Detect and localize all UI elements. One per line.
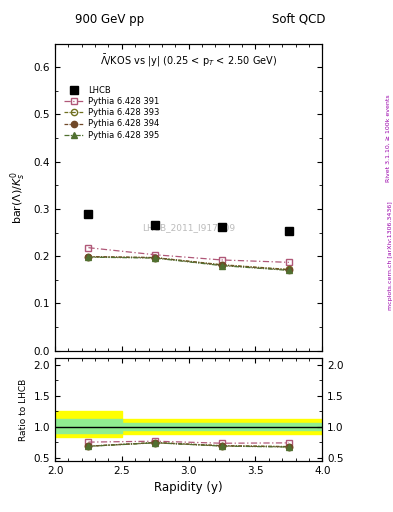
LHCB <box>86 210 91 217</box>
Pythia 6.428 391 <box>153 252 158 258</box>
LHCB <box>286 228 291 234</box>
Line: LHCB: LHCB <box>84 209 293 236</box>
Pythia 6.428 391 <box>86 245 91 251</box>
Legend: LHCB, Pythia 6.428 391, Pythia 6.428 393, Pythia 6.428 394, Pythia 6.428 395: LHCB, Pythia 6.428 391, Pythia 6.428 393… <box>62 84 161 141</box>
Pythia 6.428 394 <box>153 254 158 261</box>
Pythia 6.428 391 <box>220 257 224 263</box>
Text: mcplots.cern.ch [arXiv:1306.3436]: mcplots.cern.ch [arXiv:1306.3436] <box>387 202 393 310</box>
Text: 900 GeV pp: 900 GeV pp <box>75 13 145 26</box>
X-axis label: Rapidity (y): Rapidity (y) <box>154 481 223 494</box>
Pythia 6.428 393 <box>86 253 91 260</box>
Line: Pythia 6.428 393: Pythia 6.428 393 <box>85 253 292 272</box>
Pythia 6.428 391 <box>286 259 291 265</box>
Line: Pythia 6.428 394: Pythia 6.428 394 <box>85 253 292 273</box>
Pythia 6.428 394 <box>220 262 224 268</box>
Text: Rivet 3.1.10, ≥ 100k events: Rivet 3.1.10, ≥ 100k events <box>386 94 391 182</box>
LHCB <box>220 224 224 230</box>
Line: Pythia 6.428 391: Pythia 6.428 391 <box>85 245 292 265</box>
Pythia 6.428 393 <box>153 254 158 261</box>
Y-axis label: bar($\Lambda$)/$K^0_s$: bar($\Lambda$)/$K^0_s$ <box>9 170 28 224</box>
Pythia 6.428 394 <box>86 253 91 260</box>
Pythia 6.428 393 <box>220 262 224 268</box>
Pythia 6.428 393 <box>286 266 291 272</box>
Text: $\bar{\Lambda}$/KOS vs |y| (0.25 < p$_T$ < 2.50 GeV): $\bar{\Lambda}$/KOS vs |y| (0.25 < p$_T$… <box>100 53 277 69</box>
Pythia 6.428 395 <box>153 255 158 261</box>
Pythia 6.428 395 <box>86 254 91 260</box>
Line: Pythia 6.428 395: Pythia 6.428 395 <box>85 254 292 273</box>
Y-axis label: Ratio to LHCB: Ratio to LHCB <box>19 378 28 441</box>
Pythia 6.428 395 <box>286 267 291 273</box>
Text: Soft QCD: Soft QCD <box>272 13 325 26</box>
Pythia 6.428 395 <box>220 263 224 269</box>
Text: LHCB_2011_I917009: LHCB_2011_I917009 <box>142 223 235 232</box>
LHCB <box>153 222 158 228</box>
Pythia 6.428 394 <box>286 267 291 273</box>
